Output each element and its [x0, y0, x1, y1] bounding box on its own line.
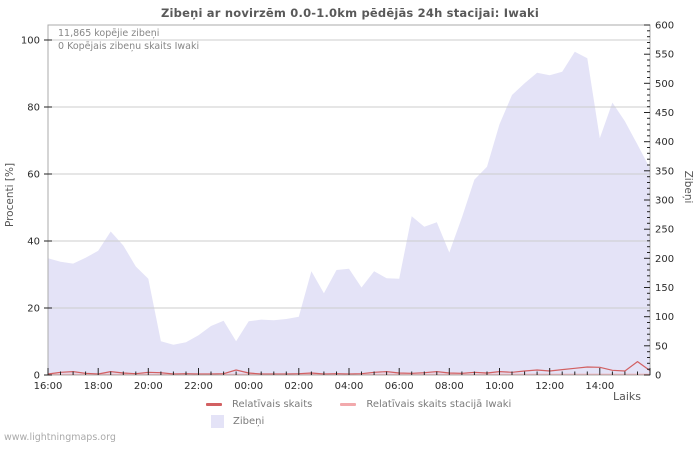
y-left-tick-label: 100 [21, 36, 40, 47]
y-right-tick-label: 400 [655, 137, 674, 148]
x-tick-label: 06:00 [385, 381, 414, 392]
y-right-tick-label: 600 [655, 21, 674, 32]
x-tick-label: 08:00 [435, 381, 464, 392]
area-series-zibeni [48, 51, 650, 376]
chart-legend: Relatīvais skaits Relatīvais skaits stac… [206, 397, 511, 428]
x-tick-label: 10:00 [485, 381, 514, 392]
y-left-tick-label: 60 [27, 170, 40, 181]
x-tick-label: 02:00 [284, 381, 313, 392]
legend-item-station-relative-count: Relatīvais skaits stacijā Iwaki [312, 399, 511, 410]
watermark: www.lightningmaps.org [4, 432, 116, 443]
legend-label: Relatīvais skaits [232, 398, 313, 410]
y-left-tick-label: 40 [27, 237, 40, 248]
y-right-tick-label: 500 [655, 79, 674, 90]
x-axis-title: Laiks [613, 390, 642, 403]
legend-item-strikes-area: Zibeņi [206, 414, 265, 428]
station-line-swatch [340, 402, 357, 406]
page-title: Zibeņi ar novirzēm 0.0-1.0km pēdējās 24h… [160, 6, 540, 20]
y-right-tick-label: 200 [655, 254, 674, 265]
x-tick-label: 16:00 [34, 381, 63, 392]
y-right-axis-title: Zibeņi [682, 170, 694, 204]
x-tick-label: 04:00 [335, 381, 364, 392]
y-left-tick-label: 80 [27, 103, 40, 114]
x-tick-label: 00:00 [234, 381, 263, 392]
strikes-area-swatch [211, 414, 224, 428]
x-tick-label: 18:00 [84, 381, 113, 392]
relative-count-line-swatch [206, 402, 222, 406]
x-tick-label: 14:00 [585, 381, 614, 392]
x-tick-label: 22:00 [184, 381, 213, 392]
y-right-tick-label: 550 [655, 50, 674, 61]
x-tick-label: 12:00 [535, 381, 564, 392]
total-strikes-annotation: 11,865 kopējie zibeņi [58, 28, 160, 39]
y-right-tick-label: 300 [655, 196, 674, 207]
legend-item-relative-count: Relatīvais skaits [206, 399, 312, 410]
y-left-tick-label: 20 [27, 304, 40, 315]
legend-row-lines: Relatīvais skaits Relatīvais skaits stac… [206, 397, 511, 411]
y-right-tick-label: 250 [655, 225, 674, 236]
plot-annotations: 11,865 kopējie zibeņi 0 Kopējais zibeņu … [58, 28, 199, 53]
y-right-tick-label: 50 [655, 341, 668, 352]
y-left-axis-title: Procenti [%] [4, 162, 16, 228]
y-right-tick-label: 100 [655, 312, 674, 323]
legend-label: Zibeņi [233, 415, 265, 427]
y-right-tick-label: 150 [655, 283, 674, 294]
station-strikes-annotation: 0 Kopējais zibeņu skaits Iwaki [58, 40, 200, 52]
legend-row-area: Zibeņi [206, 414, 511, 428]
x-tick-label: 20:00 [134, 381, 163, 392]
legend-label: Relatīvais skaits stacijā Iwaki [366, 398, 512, 410]
y-right-tick-label: 350 [655, 166, 674, 177]
y-left-tick-label: 0 [34, 371, 40, 382]
y-right-tick-label: 450 [655, 108, 674, 119]
y-right-tick-label: 0 [655, 371, 661, 382]
